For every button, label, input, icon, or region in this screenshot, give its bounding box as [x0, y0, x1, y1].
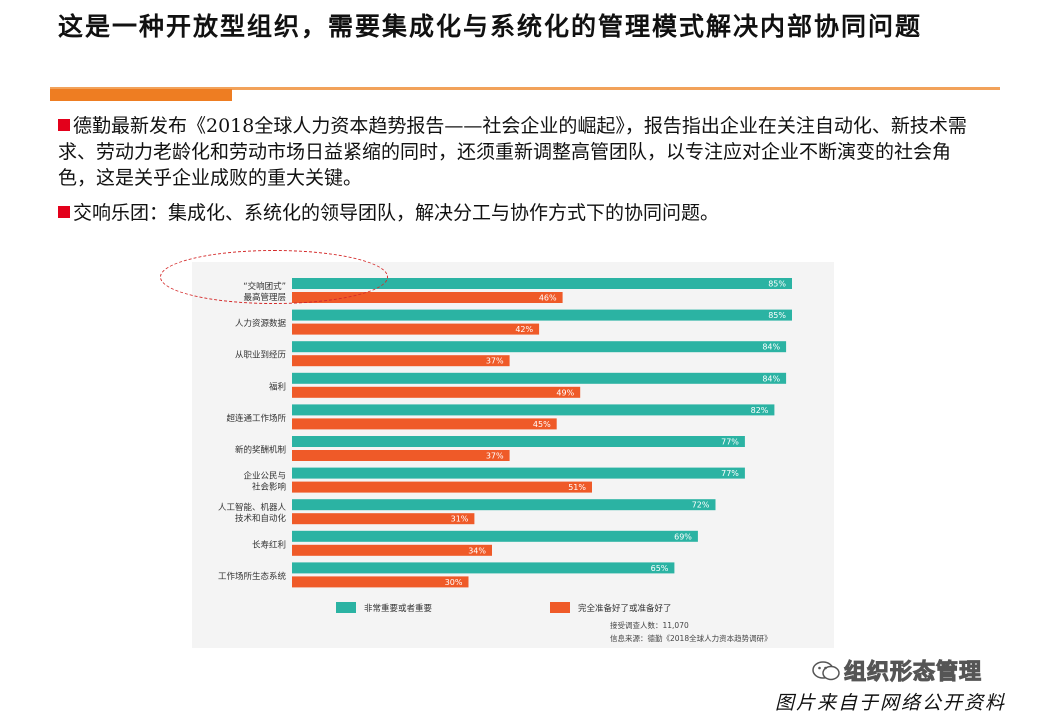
title-rule-line — [50, 87, 1000, 90]
category-label: 社会影响 — [252, 482, 286, 493]
data-label: 69% — [674, 532, 692, 541]
legend-swatch — [336, 602, 356, 613]
chart-note: 接受调查人数：11,070 — [610, 620, 689, 630]
slide-title: 这是一种开放型组织，需要集成化与系统化的管理模式解决内部协同问题 — [58, 12, 923, 41]
category-label: 新的奖酬机制 — [235, 445, 286, 456]
data-label: 84% — [762, 374, 780, 383]
bar-ready — [292, 481, 592, 493]
bar-important — [292, 530, 698, 542]
category-label: 福利 — [269, 381, 286, 392]
bar-ready — [292, 355, 510, 367]
data-label: 77% — [721, 469, 739, 478]
chart-svg: “交响团式”最高管理层 85% 46% 人力资源数据 85% 42% 从职业到经历 84% 37… — [218, 278, 792, 643]
data-label: 30% — [445, 578, 463, 587]
data-label: 34% — [468, 546, 486, 555]
category-label: 工作场所生态系统 — [218, 571, 287, 582]
footer-note: 图片来自于网络公开资料 — [775, 692, 1007, 714]
bar-important — [292, 341, 787, 353]
data-label: 84% — [762, 343, 780, 352]
bullet-square-icon — [58, 206, 70, 218]
bar-important — [292, 372, 787, 384]
data-label: 42% — [515, 325, 533, 334]
bar-ready — [292, 513, 475, 525]
bar-important — [292, 278, 792, 289]
data-label: 51% — [568, 483, 586, 492]
bar-ready — [292, 450, 510, 461]
bullet-list: 德勤最新发布《2018全球人力资本趋势报告——社会企业的崛起》，报告指出企业在关… — [58, 113, 988, 235]
data-label: 37% — [486, 357, 504, 366]
brand-name: 组织形态管理 — [843, 660, 983, 686]
wechat-icon — [812, 661, 840, 681]
bullet-text: 交响乐团：集成化、系统化的领导团队，解决分工与协作方式下的协同问题。 — [73, 202, 720, 224]
data-label: 82% — [751, 406, 769, 415]
title-rule-accent — [50, 89, 232, 101]
bar-important — [292, 436, 745, 447]
legend-label: 完全准备好了或准备好了 — [578, 603, 672, 614]
category-label: 企业公民与 — [243, 471, 286, 482]
category-label: 人工智能、机器人 — [218, 502, 287, 513]
bar-important — [292, 467, 745, 479]
legend-label: 非常重要或者重要 — [364, 603, 433, 614]
bar-important — [292, 309, 792, 321]
data-label: 37% — [486, 452, 504, 461]
category-label: 从职业到经历 — [235, 350, 287, 361]
data-label: 49% — [556, 388, 574, 397]
data-label: 31% — [451, 515, 469, 524]
brand-watermark: 组织形态管理 — [812, 654, 982, 686]
bullet-text: 德勤最新发布《2018全球人力资本趋势报告——社会企业的崛起》，报告指出企业在关… — [58, 115, 967, 189]
data-label: 85% — [768, 311, 786, 320]
bullet-item: 交响乐团：集成化、系统化的领导团队，解决分工与协作方式下的协同问题。 — [58, 200, 988, 226]
chart-note: 信息来源：德勤《2018全球人力资本趋势调研》 — [610, 633, 772, 643]
data-label: 65% — [651, 564, 669, 573]
category-label: 人力资源数据 — [235, 318, 287, 329]
bar-ready — [292, 576, 469, 588]
bar-ready — [292, 418, 557, 430]
bar-important — [292, 562, 675, 574]
data-label: 77% — [721, 438, 739, 447]
legend-swatch — [550, 602, 570, 613]
bar-important — [292, 404, 775, 416]
bullet-item: 德勤最新发布《2018全球人力资本趋势报告——社会企业的崛起》，报告指出企业在关… — [58, 113, 988, 191]
bar-ready — [292, 323, 540, 335]
bullet-square-icon — [58, 119, 70, 131]
category-label: “交响团式” — [243, 281, 286, 292]
bar-chart: “交响团式” 最高管理层 85% 46% 人力资源数据 85% 42% 从职业到经历 84% 37… — [192, 262, 834, 648]
category-label: 最高管理层 — [243, 292, 286, 303]
category-label: 超连通工作场所 — [226, 413, 286, 424]
category-label: 长寿红利 — [252, 539, 286, 550]
data-label: 72% — [692, 501, 710, 510]
category-label: 技术和自动化 — [235, 513, 287, 524]
data-label: 85% — [768, 280, 786, 289]
data-label: 45% — [533, 420, 551, 429]
bar-ready — [292, 544, 492, 556]
bar-ready — [292, 292, 563, 303]
bar-important — [292, 499, 716, 511]
bar-ready — [292, 386, 581, 398]
data-label: 46% — [539, 294, 557, 303]
